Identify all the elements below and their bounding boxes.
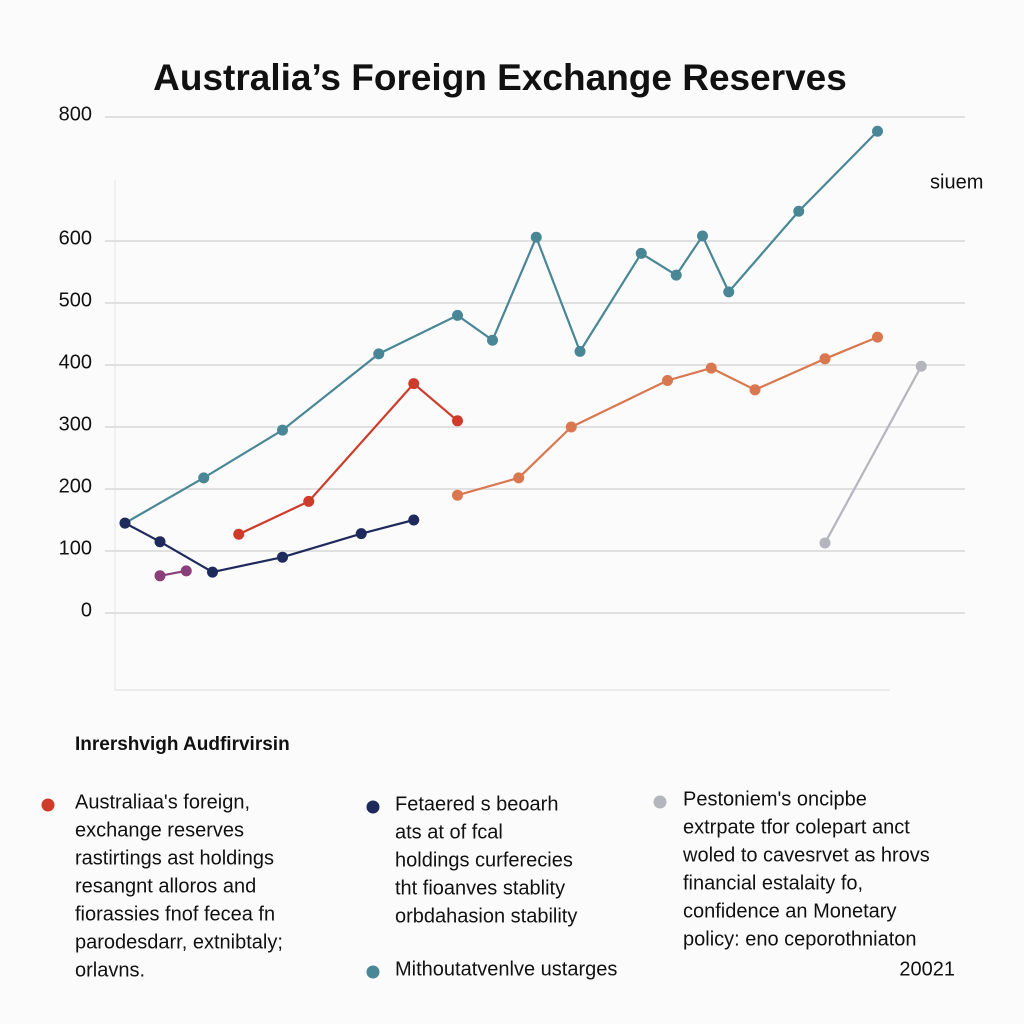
data-point: [373, 348, 385, 360]
y-tick-label: 800: [59, 103, 92, 125]
data-point: [819, 537, 831, 549]
annotation: siuem: [930, 171, 983, 193]
legend-text: tht fioanves stablity: [395, 877, 565, 899]
legend-text: Pestoniem's oncipbe: [683, 788, 867, 810]
data-point: [452, 309, 463, 321]
legend-marker: [366, 965, 380, 979]
legend-text: rastirtings ast holdings: [75, 847, 274, 869]
data-point: [355, 528, 367, 540]
legend-text: Fetaered s beoarh: [395, 793, 558, 815]
series-line: [824, 365, 923, 544]
data-point: [819, 353, 831, 365]
series-line: [124, 130, 879, 525]
y-tick-label: 300: [59, 413, 92, 435]
data-point: [452, 489, 463, 501]
chart-title: Australia’s Foreign Exchange Reserves: [153, 57, 847, 98]
legend-text: extrpate tfor colepart anct: [683, 816, 910, 838]
data-point: [119, 517, 131, 529]
data-point: [565, 421, 577, 433]
legend-text: confidence an Monetary: [683, 900, 896, 922]
legend-text: woled to cavesrvet as hrovs: [682, 844, 930, 866]
legend-text: parodesdarr, extnibtaly;: [75, 931, 283, 953]
legend-marker: [366, 800, 380, 814]
data-point: [180, 565, 192, 577]
data-point: [408, 514, 420, 526]
data-point: [452, 415, 463, 427]
legend-text: Australiaa's foreign,: [75, 791, 250, 813]
data-point: [154, 536, 166, 548]
series-line: [124, 518, 415, 574]
data-point: [915, 360, 927, 372]
data-point: [277, 551, 288, 563]
data-point: [487, 334, 498, 346]
annotation: 20021: [899, 958, 955, 980]
legend-text: financial estalaity fo,: [683, 872, 863, 894]
data-point: [574, 345, 586, 357]
data-point: [513, 472, 525, 484]
y-tick-label: 600: [59, 227, 92, 249]
y-tick-label: 0: [81, 599, 92, 621]
legend-text: orbdahasion stability: [395, 905, 577, 927]
data-point: [233, 528, 245, 540]
y-tick-label: 200: [59, 475, 92, 497]
data-point: [697, 230, 708, 242]
legend-text: policy: eno ceporothniaton: [683, 928, 917, 950]
data-point: [277, 424, 288, 436]
data-point: [872, 331, 883, 343]
data-point: [635, 247, 647, 259]
data-point: [705, 362, 717, 374]
y-tick-label: 500: [59, 289, 92, 311]
data-point: [207, 566, 218, 578]
legend-marker: [41, 798, 55, 812]
data-point: [723, 286, 735, 298]
series-line: [457, 336, 878, 497]
legend-text: orlavns.: [75, 959, 145, 981]
series-line: [238, 382, 459, 536]
y-tick-label: 400: [59, 351, 92, 373]
data-point: [670, 269, 682, 281]
legend-text: exchange reserves: [75, 819, 244, 841]
legend-text: resangnt alloros and: [75, 875, 256, 897]
legend-text: fiorassies fnof fecea fn: [75, 903, 275, 925]
y-tick-label: 100: [59, 537, 92, 559]
data-point: [872, 125, 883, 137]
legend-text: holdings curferecies: [395, 849, 573, 871]
data-point: [662, 375, 673, 386]
legend-title: Inrershvigh Audfirvirsin: [75, 734, 290, 755]
legend-marker: [653, 795, 667, 809]
data-point: [303, 495, 315, 507]
data-point: [793, 205, 805, 217]
data-point: [530, 231, 542, 243]
legend-text: ats at of fcal: [395, 821, 503, 843]
data-point: [749, 384, 761, 396]
data-point: [408, 378, 420, 390]
data-point: [154, 570, 166, 582]
legend-text: Mithoutatvenlve ustarges: [395, 958, 617, 980]
data-point: [198, 472, 210, 484]
